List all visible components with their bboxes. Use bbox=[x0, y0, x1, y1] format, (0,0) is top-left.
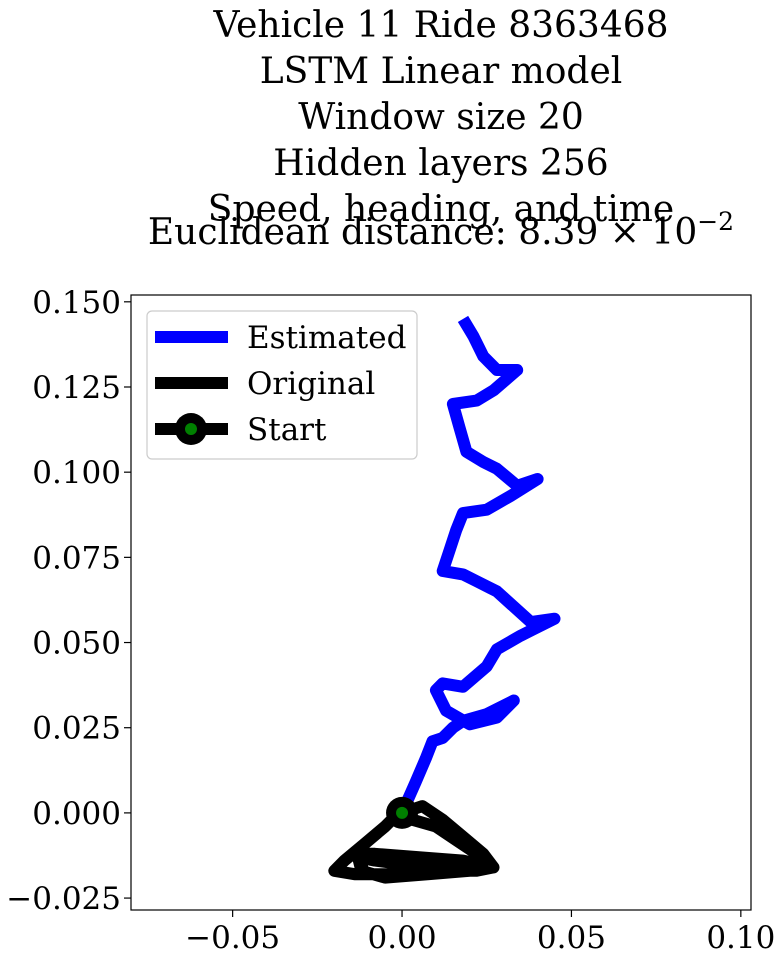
title-line: Speed, heading, and time bbox=[208, 189, 674, 230]
y-axis: −0.025 0.000 0.025 0.050 0.075 0.100 0.125 0.15… bbox=[6, 285, 131, 917]
start-marker-center bbox=[396, 806, 409, 819]
metric-mantissa: 8.39 bbox=[518, 212, 598, 253]
x-tick-label: 0.05 bbox=[537, 920, 606, 956]
legend-label: Estimated bbox=[247, 320, 406, 356]
x-tick-label: 0.10 bbox=[706, 920, 775, 956]
x-tick-label: −0.05 bbox=[185, 920, 280, 956]
chart-title: Vehicle 11 Ride 8363468 LSTM Linear model… bbox=[208, 5, 674, 230]
series-original-line bbox=[328, 800, 500, 884]
legend-label: Start bbox=[247, 412, 327, 448]
metric-base: 10 bbox=[651, 212, 697, 253]
title-line: LSTM Linear model bbox=[260, 51, 623, 92]
y-tick-label: 0.100 bbox=[32, 455, 121, 491]
metric-prefix: Euclidean distance: bbox=[148, 212, 518, 253]
y-tick-label: 0.075 bbox=[32, 540, 121, 576]
plot-area-frame bbox=[130, 294, 752, 911]
y-tick-label: −0.025 bbox=[6, 881, 121, 917]
series-estimated-line bbox=[396, 315, 561, 816]
title-line: Hidden layers 256 bbox=[273, 143, 608, 184]
legend: Estimated Original Start bbox=[146, 310, 418, 460]
x-axis: −0.05 0.00 0.05 0.10 bbox=[185, 910, 775, 956]
y-tick-label: 0.025 bbox=[32, 711, 121, 747]
y-tick-label: 0.000 bbox=[32, 796, 121, 832]
series-group bbox=[328, 315, 561, 884]
legend-label: Original bbox=[247, 366, 375, 402]
title-line: Vehicle 11 Ride 8363468 bbox=[212, 5, 668, 46]
legend-box bbox=[146, 310, 418, 460]
euclidean-distance-title: Euclidean distance: 8.39 × 10−2 bbox=[148, 207, 734, 253]
x-tick-label: 0.00 bbox=[368, 920, 437, 956]
metric-exponent: −2 bbox=[697, 207, 734, 236]
title-line: Window size 20 bbox=[298, 97, 584, 138]
y-tick-label: 0.150 bbox=[32, 285, 121, 321]
legend-start-marker-center bbox=[185, 423, 197, 435]
metric-times: × bbox=[598, 212, 651, 253]
y-tick-label: 0.125 bbox=[32, 370, 121, 406]
y-tick-label: 0.050 bbox=[32, 626, 121, 662]
